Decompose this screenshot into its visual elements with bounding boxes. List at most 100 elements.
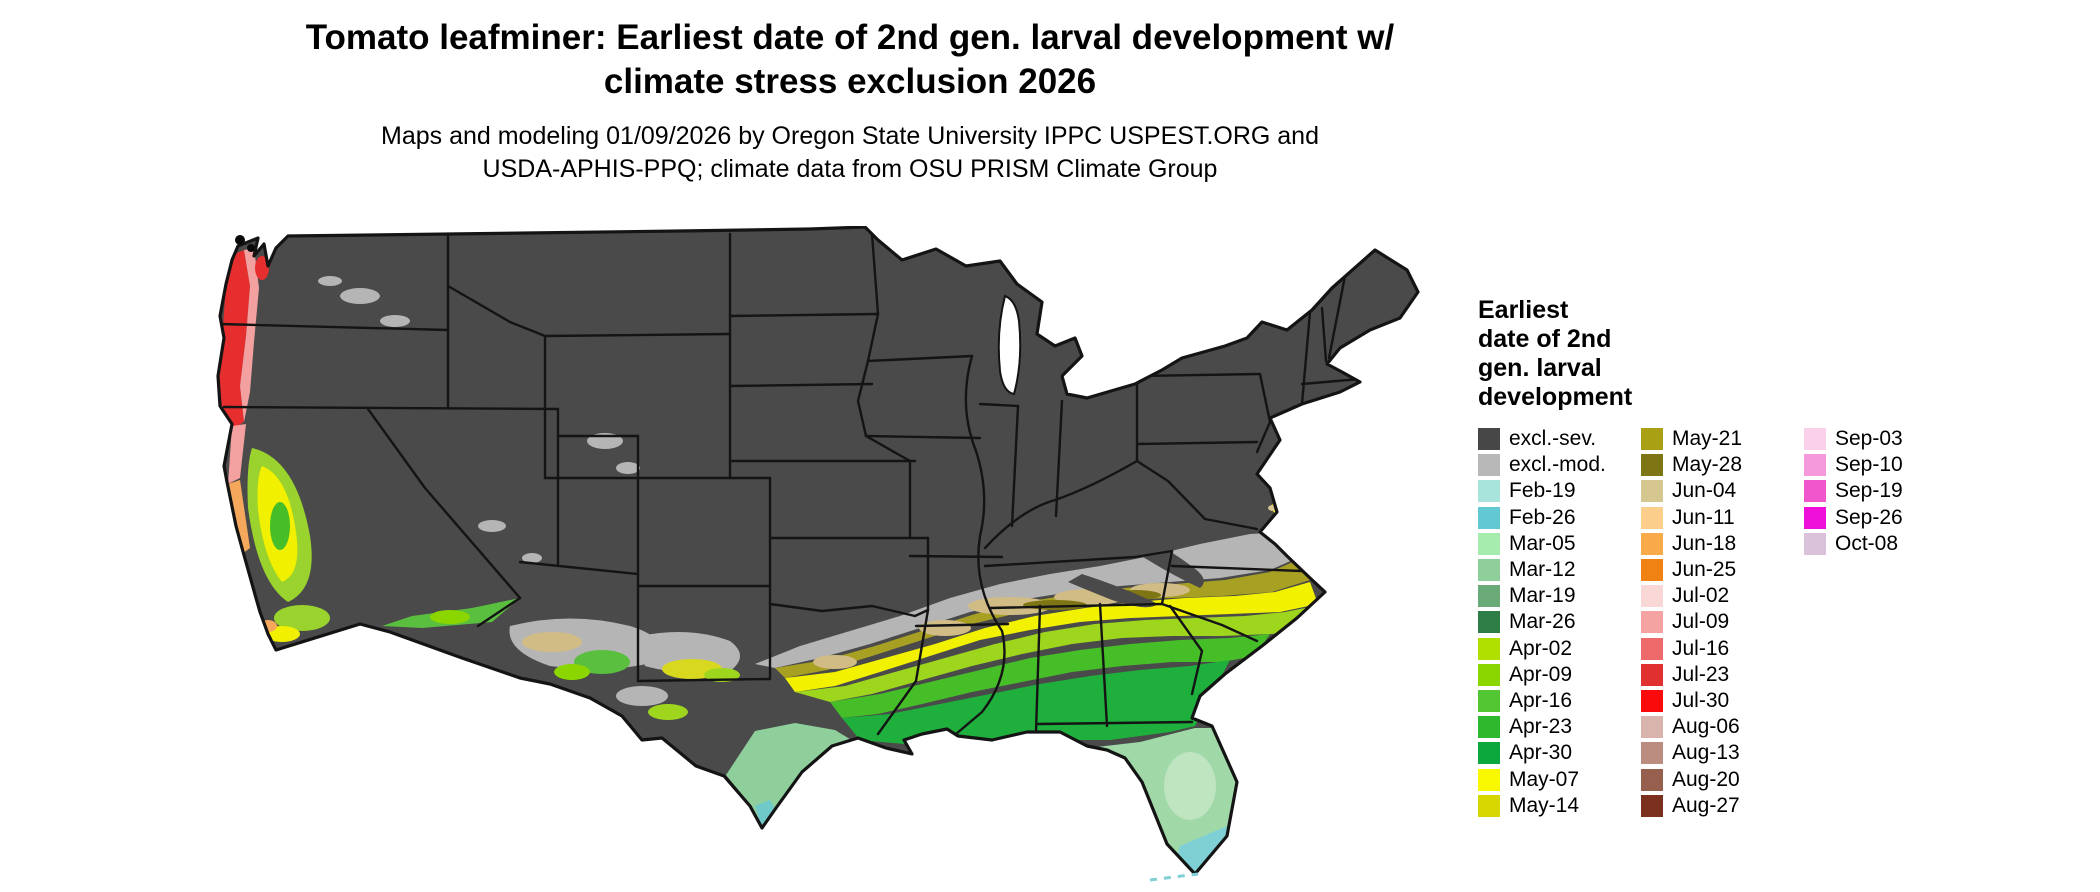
legend-label: Sep-26 — [1835, 505, 1903, 529]
legend-entry: Apr-16 — [1478, 688, 1641, 714]
map-outline — [216, 226, 1420, 876]
legend-entry: Jul-30 — [1641, 688, 1804, 714]
legend-column-3: Sep-03 Sep-10 Sep-19 Sep-26 Oct-08 — [1804, 426, 1967, 557]
legend-swatch — [1478, 506, 1500, 529]
legend-column-1: excl.-sev. excl.-mod. Feb-19 Feb-26 Mar-… — [1478, 426, 1641, 819]
legend-entry: Apr-09 — [1478, 662, 1641, 688]
legend-entry: excl.-mod. — [1478, 452, 1641, 478]
legend-swatch — [1478, 716, 1500, 739]
legend-swatch — [1641, 794, 1663, 817]
florida-keys — [1149, 872, 1199, 882]
legend-entry: Jul-02 — [1641, 583, 1804, 609]
legend-label: Sep-03 — [1835, 427, 1903, 451]
legend-entry: Jul-23 — [1641, 662, 1804, 688]
legend-entry: Jun-25 — [1641, 557, 1804, 583]
legend-swatch — [1478, 742, 1500, 765]
legend-title-line: development — [1478, 383, 1633, 411]
legend-swatch — [1478, 532, 1500, 555]
legend-entry: Sep-26 — [1804, 505, 1967, 531]
legend-label: Apr-09 — [1509, 662, 1573, 686]
legend-label: May-21 — [1672, 427, 1743, 451]
legend-entry: Mar-05 — [1478, 531, 1641, 557]
legend-entry: excl.-sev. — [1478, 426, 1641, 452]
nw-coast-mark — [235, 235, 245, 245]
us-map — [216, 226, 1420, 882]
legend-entry: Mar-12 — [1478, 557, 1641, 583]
legend-swatch — [1478, 428, 1500, 451]
legend-entry: Apr-02 — [1478, 636, 1641, 662]
legend-label: Apr-23 — [1509, 715, 1573, 739]
legend-entry: Apr-30 — [1478, 740, 1641, 766]
legend-entry: Jun-04 — [1641, 478, 1804, 504]
legend-label: Aug-13 — [1672, 741, 1740, 765]
legend-swatch — [1478, 768, 1500, 791]
legend-swatch — [1641, 663, 1663, 686]
state-borders — [218, 232, 1362, 736]
legend-swatch — [1641, 768, 1663, 791]
legend-label: Aug-27 — [1672, 793, 1740, 817]
header: Tomato leafminer: Earliest date of 2nd g… — [40, 16, 1660, 187]
map-raster — [218, 227, 1418, 874]
legend-swatch — [1641, 611, 1663, 634]
legend-label: Jul-23 — [1672, 662, 1730, 686]
legend-swatch — [1641, 480, 1663, 503]
legend-entry: Apr-23 — [1478, 714, 1641, 740]
legend-label: Jun-18 — [1672, 531, 1737, 555]
legend-label: Jul-02 — [1672, 584, 1730, 608]
legend-label: Jun-11 — [1672, 505, 1735, 529]
map-subtitle: Maps and modeling 01/09/2026 by Oregon S… — [40, 120, 1660, 188]
legend-label: Apr-16 — [1509, 688, 1573, 712]
legend-entry: Oct-08 — [1804, 531, 1967, 557]
legend-title-line: gen. larval — [1478, 354, 1602, 382]
legend-swatch — [1804, 480, 1826, 503]
legend-swatch — [1641, 637, 1663, 660]
legend-entry: Sep-19 — [1804, 478, 1967, 504]
legend-label: May-14 — [1509, 793, 1580, 817]
legend-entry: Feb-19 — [1478, 478, 1641, 504]
legend-title-line: date of 2nd — [1478, 325, 1612, 353]
legend-title-line: Earliest — [1478, 296, 1569, 324]
legend-entry: Mar-26 — [1478, 609, 1641, 635]
map-title-line1: Tomato leafminer: Earliest date of 2nd g… — [305, 18, 1395, 57]
legend-label: Mar-05 — [1509, 531, 1576, 555]
legend-label: Jul-30 — [1672, 688, 1730, 712]
legend-swatch — [1641, 689, 1663, 712]
legend-swatch — [1804, 506, 1826, 529]
legend-label: Aug-20 — [1672, 767, 1740, 791]
legend-entry: Jul-16 — [1641, 636, 1804, 662]
legend-swatch — [1478, 637, 1500, 660]
legend-swatch — [1641, 506, 1663, 529]
legend-entry: Aug-20 — [1641, 766, 1804, 792]
legend-swatch — [1641, 532, 1663, 555]
legend-swatch — [1478, 663, 1500, 686]
legend-column-2: May-21 May-28 Jun-04 Jun-11 Jun-18 Jun-2… — [1641, 426, 1804, 819]
legend-label: Oct-08 — [1835, 531, 1899, 555]
legend-swatch — [1478, 585, 1500, 608]
legend-label: Jun-04 — [1672, 479, 1737, 503]
legend-label: Mar-26 — [1509, 610, 1576, 634]
legend-swatch — [1641, 585, 1663, 608]
legend-label: Mar-12 — [1509, 558, 1576, 582]
legend-swatch — [1641, 454, 1663, 477]
legend-entry: Jun-18 — [1641, 531, 1804, 557]
legend-swatch — [1478, 794, 1500, 817]
legend-columns: excl.-sev. excl.-mod. Feb-19 Feb-26 Mar-… — [1478, 426, 2038, 819]
legend-swatch — [1804, 532, 1826, 555]
legend-swatch — [1478, 689, 1500, 712]
legend-entry: Mar-19 — [1478, 583, 1641, 609]
legend-swatch — [1478, 559, 1500, 582]
legend-swatch — [1478, 611, 1500, 634]
legend-swatch — [1804, 454, 1826, 477]
legend-swatch — [1641, 428, 1663, 451]
legend-entry: Jul-09 — [1641, 609, 1804, 635]
nw-coast-mark — [247, 244, 255, 252]
legend-swatch — [1641, 716, 1663, 739]
legend-label: Feb-26 — [1509, 505, 1576, 529]
legend-label: Jul-16 — [1672, 636, 1730, 660]
legend-entry: Sep-10 — [1804, 452, 1967, 478]
legend-label: Aug-06 — [1672, 715, 1740, 739]
legend-label: excl.-mod. — [1509, 453, 1606, 477]
legend-entry: Aug-27 — [1641, 793, 1804, 819]
legend-swatch — [1641, 559, 1663, 582]
legend-entry: May-14 — [1478, 793, 1641, 819]
